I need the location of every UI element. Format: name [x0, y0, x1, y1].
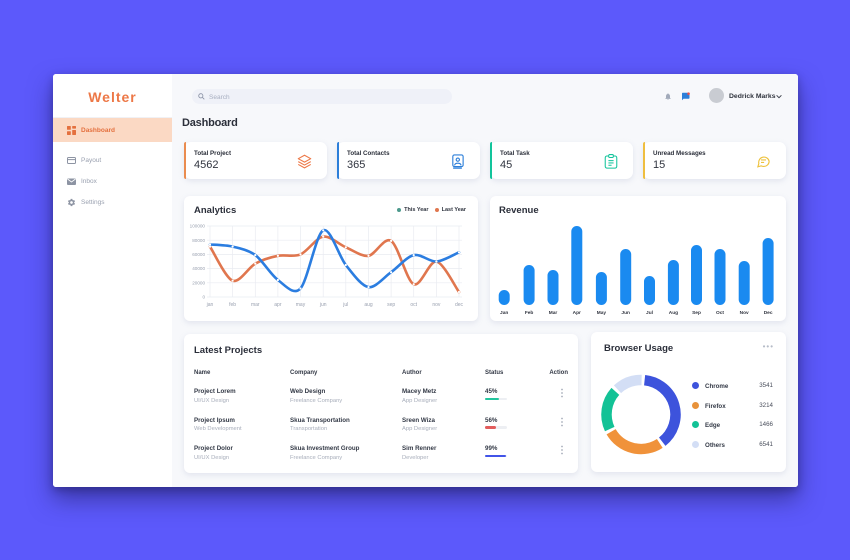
svg-text:Dec: Dec [764, 310, 773, 316]
svg-text:may: may [296, 302, 306, 308]
svg-text:40000: 40000 [192, 266, 205, 271]
svg-text:Jun: Jun [621, 310, 630, 316]
svg-text:0: 0 [202, 295, 205, 300]
svg-text:Jan: Jan [500, 310, 508, 316]
svg-text:jul: jul [342, 302, 348, 308]
svg-text:aug: aug [364, 302, 373, 308]
svg-text:May: May [597, 310, 607, 316]
svg-text:nov: nov [432, 302, 441, 308]
svg-text:Oct: Oct [716, 310, 724, 316]
svg-text:jun: jun [319, 302, 327, 308]
svg-text:60000: 60000 [192, 252, 205, 257]
svg-text:mar: mar [251, 302, 260, 308]
svg-text:Sep: Sep [692, 310, 701, 316]
svg-text:feb: feb [229, 302, 236, 308]
svg-text:dec: dec [455, 302, 464, 308]
svg-text:sep: sep [387, 302, 395, 308]
svg-text:apr: apr [274, 302, 282, 308]
svg-text:jan: jan [206, 302, 214, 308]
svg-text:Aug: Aug [669, 310, 678, 316]
svg-text:oct: oct [410, 302, 417, 308]
svg-text:Feb: Feb [525, 310, 534, 316]
svg-text:Apr: Apr [573, 310, 581, 316]
svg-text:80000: 80000 [192, 238, 205, 243]
svg-text:Nov: Nov [740, 310, 749, 316]
svg-text:Mar: Mar [549, 310, 558, 316]
svg-text:20000: 20000 [192, 280, 205, 285]
svg-text:Jul: Jul [646, 310, 653, 316]
svg-text:100000: 100000 [190, 224, 206, 229]
